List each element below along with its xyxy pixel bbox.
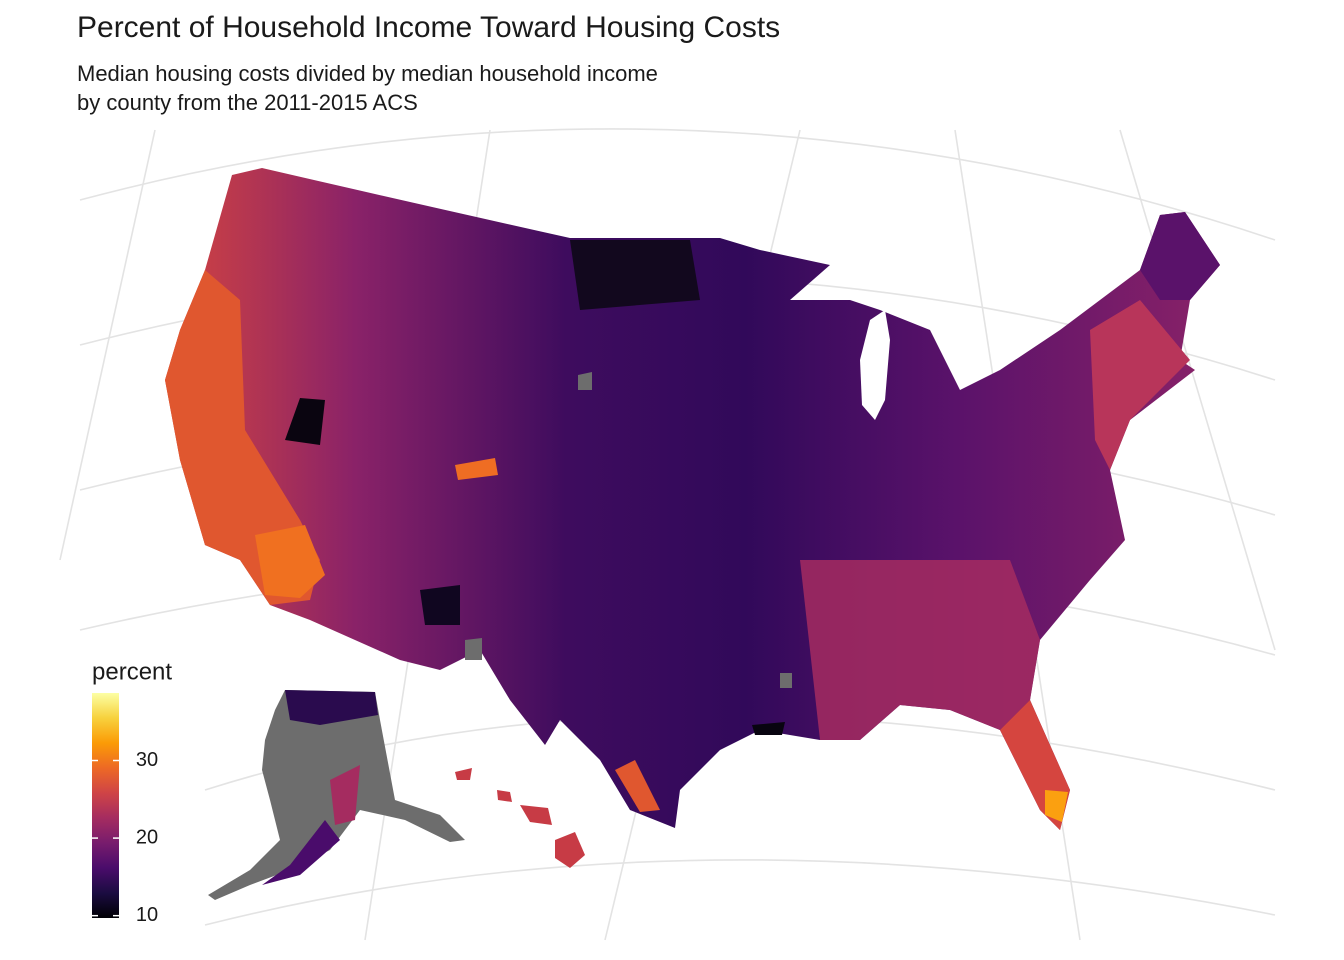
southeast-region [800,560,1040,740]
legend-tick-label: 10 [136,904,158,926]
colorbar [92,693,119,918]
texas-coast [615,760,660,812]
nevada-dark [285,398,325,445]
graticule-line [79,128,1276,241]
hawaii-island [520,805,552,825]
missing-county [465,638,482,660]
legend-tick-label: 30 [136,749,158,771]
northeast-region [1090,300,1190,470]
hawaii [455,768,585,868]
hawaii-island [497,790,512,802]
graticule-line [59,129,156,561]
alaska-south [330,765,360,825]
lake-michigan [860,310,890,420]
legend-title: percent [92,658,172,685]
contiguous-us [165,168,1220,830]
hawaii-island [555,832,585,868]
louisiana-dark [752,722,785,735]
alaska-southwest [262,820,340,885]
missing-county [780,673,792,688]
southern-california [255,525,325,598]
graticule-line [1119,129,1276,651]
graticule-line [204,859,1276,926]
alaska [208,690,465,900]
new-mexico-dark [420,585,460,625]
colorado-orange [455,458,498,480]
map-title: Percent of Household Income Toward Housi… [77,11,780,44]
alaska-north [285,690,378,725]
california-region [165,270,320,605]
legend: percent 10 20 30 [92,658,172,926]
maine [1140,212,1220,300]
map-subtitle: Median housing costs divided by median h… [77,61,658,86]
south-florida [1045,790,1068,822]
legend-tick-label: 20 [136,826,158,848]
dakotas-dark [570,240,700,310]
hawaii-island [455,768,472,780]
map-subtitle: by county from the 2011-2015 ACS [77,90,418,115]
missing-county [578,372,592,390]
